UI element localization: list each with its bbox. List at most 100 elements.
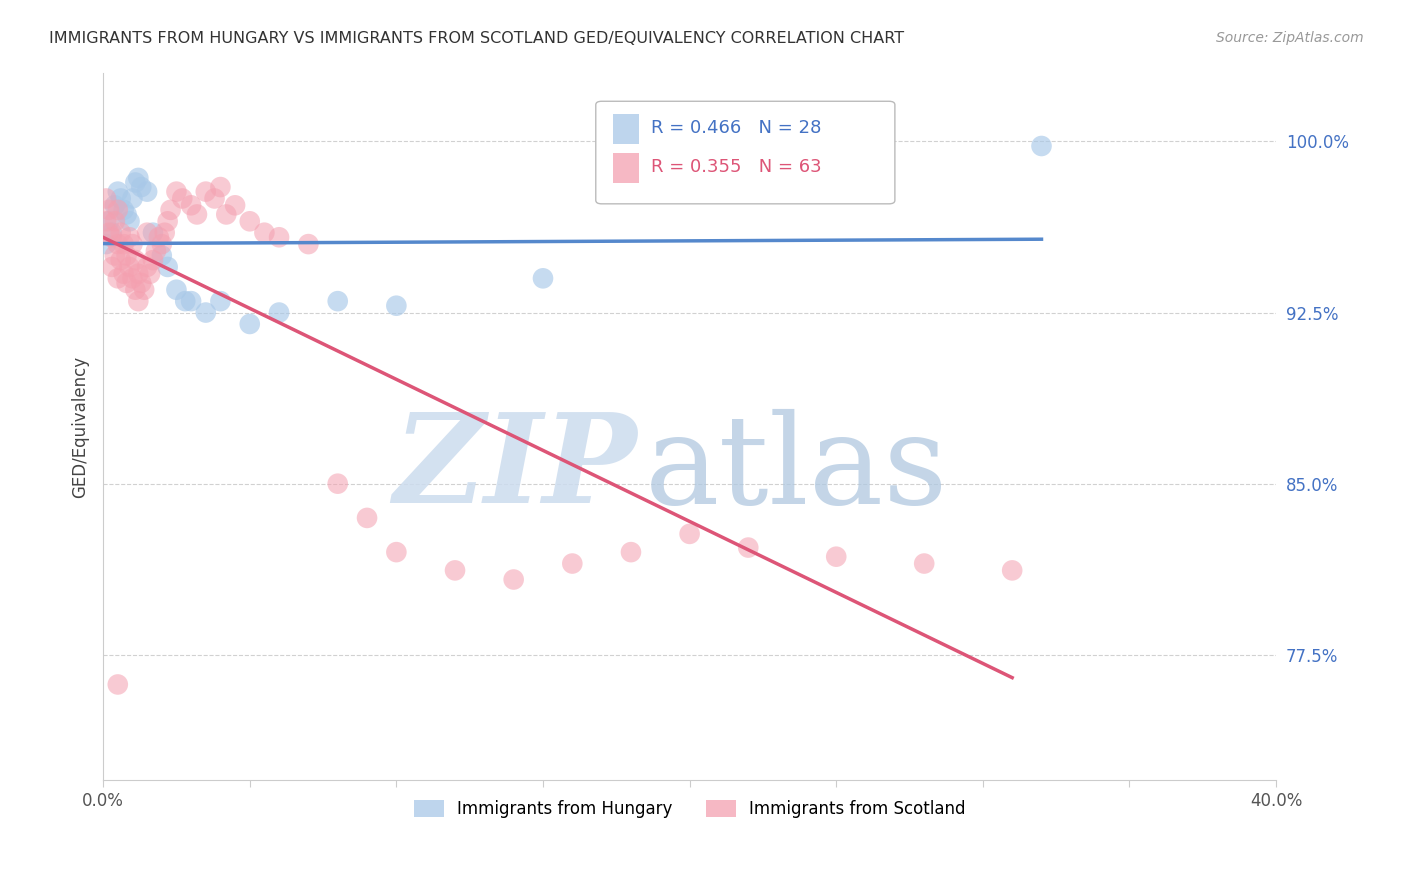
Point [156, 260, 179, 274]
Point [561, 557, 583, 571]
Point [156, 214, 179, 228]
Text: IMMIGRANTS FROM HUNGARY VS IMMIGRANTS FROM SCOTLAND GED/EQUIVALENCY CORRELATION : IMMIGRANTS FROM HUNGARY VS IMMIGRANTS FR… [49, 31, 904, 46]
Text: atlas: atlas [645, 409, 949, 530]
Point [194, 185, 217, 199]
Point [180, 198, 202, 212]
Point [104, 214, 127, 228]
Legend: Immigrants from Hungary, Immigrants from Scotland: Immigrants from Hungary, Immigrants from… [406, 794, 972, 825]
Point [112, 202, 135, 217]
FancyBboxPatch shape [596, 102, 894, 204]
Point [186, 207, 208, 221]
Point [912, 557, 935, 571]
Bar [613, 153, 640, 183]
Point [150, 237, 173, 252]
Point [129, 276, 152, 290]
Point [385, 299, 408, 313]
Point [174, 294, 197, 309]
Point [107, 271, 129, 285]
Point [98, 226, 121, 240]
Point [502, 573, 524, 587]
Point [118, 260, 141, 274]
Point [101, 230, 124, 244]
Point [121, 271, 143, 285]
Point [134, 283, 156, 297]
Point [326, 294, 349, 309]
Point [94, 214, 117, 228]
Point [107, 185, 129, 199]
Point [101, 226, 124, 240]
Point [209, 294, 232, 309]
Text: R = 0.466   N = 28: R = 0.466 N = 28 [651, 120, 821, 137]
Point [94, 237, 117, 252]
Point [115, 276, 138, 290]
Point [204, 192, 226, 206]
Point [209, 180, 232, 194]
Point [326, 476, 349, 491]
Point [172, 192, 194, 206]
Point [1031, 139, 1053, 153]
Point [150, 248, 173, 262]
Point [115, 248, 138, 262]
Y-axis label: GED/Equivalency: GED/Equivalency [72, 356, 89, 498]
Point [165, 185, 187, 199]
Point [253, 226, 276, 240]
Point [165, 283, 187, 297]
Point [678, 527, 700, 541]
Point [127, 294, 149, 309]
Point [98, 214, 121, 228]
Point [115, 207, 138, 221]
Point [101, 260, 124, 274]
Bar [613, 114, 640, 144]
Point [136, 185, 159, 199]
Point [127, 170, 149, 185]
Point [107, 202, 129, 217]
Point [153, 226, 176, 240]
Point [110, 192, 132, 206]
Point [110, 226, 132, 240]
Point [104, 248, 127, 262]
Point [142, 226, 165, 240]
Point [107, 237, 129, 252]
Point [136, 226, 159, 240]
Point [297, 237, 319, 252]
Point [118, 230, 141, 244]
Point [107, 677, 129, 691]
Point [124, 283, 146, 297]
Point [385, 545, 408, 559]
Point [121, 237, 143, 252]
Point [139, 267, 162, 281]
Point [148, 230, 170, 244]
Point [142, 253, 165, 268]
Point [825, 549, 848, 564]
Point [620, 545, 643, 559]
Point [121, 192, 143, 206]
Point [118, 214, 141, 228]
Point [112, 237, 135, 252]
Point [1001, 563, 1024, 577]
Point [239, 317, 262, 331]
Text: Source: ZipAtlas.com: Source: ZipAtlas.com [1216, 31, 1364, 45]
Text: R = 0.355   N = 63: R = 0.355 N = 63 [651, 158, 821, 176]
Point [215, 207, 238, 221]
Point [94, 192, 117, 206]
Point [531, 271, 554, 285]
Point [737, 541, 759, 555]
Point [444, 563, 467, 577]
Point [124, 253, 146, 268]
Point [159, 202, 181, 217]
Point [239, 214, 262, 228]
Point [129, 180, 152, 194]
Point [180, 294, 202, 309]
Point [124, 176, 146, 190]
Point [267, 305, 290, 319]
Point [112, 267, 135, 281]
Point [194, 305, 217, 319]
Point [104, 198, 127, 212]
Point [127, 267, 149, 281]
Point [224, 198, 246, 212]
Point [267, 230, 290, 244]
Text: ZIP: ZIP [394, 409, 637, 530]
Point [145, 244, 167, 258]
Point [98, 202, 121, 217]
Point [136, 260, 159, 274]
